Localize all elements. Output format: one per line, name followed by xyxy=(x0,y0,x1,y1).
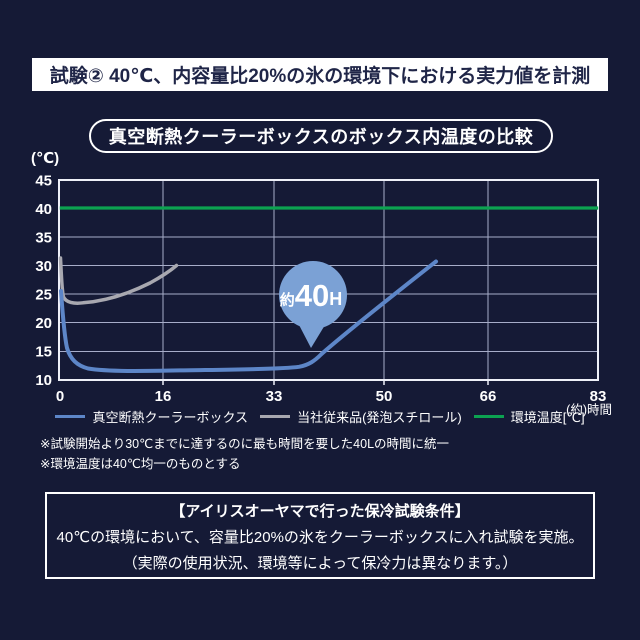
x-tick-33: 33 xyxy=(266,388,283,405)
y-tick-40: 40 xyxy=(35,201,52,218)
legacy-product-line xyxy=(58,256,179,305)
ambient-temperature-line-swatch xyxy=(473,414,504,418)
legend-item-ambient-temperature: 環境温度[℃] xyxy=(473,407,585,426)
test-conditions-line1: 40℃の環境において、容量比20%の氷をクーラーボックスに入れ試験を実施。 xyxy=(56,529,584,546)
vacuum-cooler-line-swatch xyxy=(55,414,86,418)
badge-text: 約40H xyxy=(280,278,343,313)
test-conditions-box: 【アイリスオーヤマで行った保冷試験条件】 40℃の環境において、容量比20%の氷… xyxy=(45,492,595,579)
duration-badge: 約40H xyxy=(279,261,347,348)
y-tick-15: 15 xyxy=(35,344,52,361)
test-conditions-line2: （実際の使用状況、環境等によって保冷力は異なります。） xyxy=(122,555,518,572)
test-title-text: 試験② 40℃、内容量比20%の氷の環境下における実力値を計測 xyxy=(49,66,591,87)
legend-item-legacy-product: 当社従来品(発泡スチロール) xyxy=(260,407,462,426)
y-tick-35: 35 xyxy=(35,230,52,247)
chart-title-text: 真空断熱クーラーボックスのボックス内温度の比較 xyxy=(108,127,534,147)
x-tick-16: 16 xyxy=(155,388,172,405)
x-tick-66: 66 xyxy=(480,388,497,405)
plot-border xyxy=(58,179,599,381)
y-tick-25: 25 xyxy=(35,287,52,304)
test-title-banner: 試験② 40℃、内容量比20%の氷の環境下における実力値を計測 xyxy=(32,58,608,91)
y-tick-20: 20 xyxy=(35,315,52,332)
legend-label-vacuum-cooler: 真空断熱クーラーボックス xyxy=(92,409,249,425)
x-tick-50: 50 xyxy=(376,388,393,405)
y-tick-30: 30 xyxy=(35,258,52,275)
footnotes: ※試験開始より30℃までに達するのに最も時間を要した40Lの時間に統一 ※環境温… xyxy=(40,434,449,474)
footnote-ambient-uniform: ※環境温度は40℃均一のものとする xyxy=(40,457,241,471)
badge-circle xyxy=(279,261,347,329)
x-tick-0: 0 xyxy=(56,388,64,405)
x-tick-83: 83 xyxy=(590,388,607,405)
badge-prefix: 約 xyxy=(280,291,295,309)
badge-suffix: H xyxy=(329,289,342,309)
y-axis-tick-labels: 45 40 35 30 25 20 15 10 xyxy=(35,173,52,390)
badge-value: 40 xyxy=(295,278,329,313)
legend-label-legacy-product: 当社従来品(発泡スチロール) xyxy=(297,409,462,425)
legend-item-vacuum-cooler: 真空断熱クーラーボックス xyxy=(55,407,248,426)
chart-legend: 真空断熱クーラーボックス 当社従来品(発泡スチロール) 環境温度[℃] xyxy=(0,406,640,426)
test-conditions-title: 【アイリスオーヤマで行った保冷試験条件】 xyxy=(170,503,470,520)
footnote-time-standardization: ※試験開始より30℃までに達するのに最も時間を要した40Lの時間に統一 xyxy=(40,437,450,451)
y-axis-unit-label: (℃) xyxy=(31,150,59,167)
y-tick-10: 10 xyxy=(35,372,52,389)
legacy-product-line-swatch xyxy=(260,414,291,418)
legend-label-ambient-temperature: 環境温度[℃] xyxy=(510,409,585,425)
vacuum-cooler-line xyxy=(59,259,438,373)
y-tick-45: 45 xyxy=(35,173,52,190)
x-axis-ticks xyxy=(162,380,489,385)
x-axis-unit-label: (約)時間 xyxy=(566,402,612,417)
x-axis-tick-labels: 0 16 33 50 66 83 xyxy=(56,388,607,405)
chart-title-pill: 真空断熱クーラーボックスのボックス内温度の比較 xyxy=(89,119,553,153)
